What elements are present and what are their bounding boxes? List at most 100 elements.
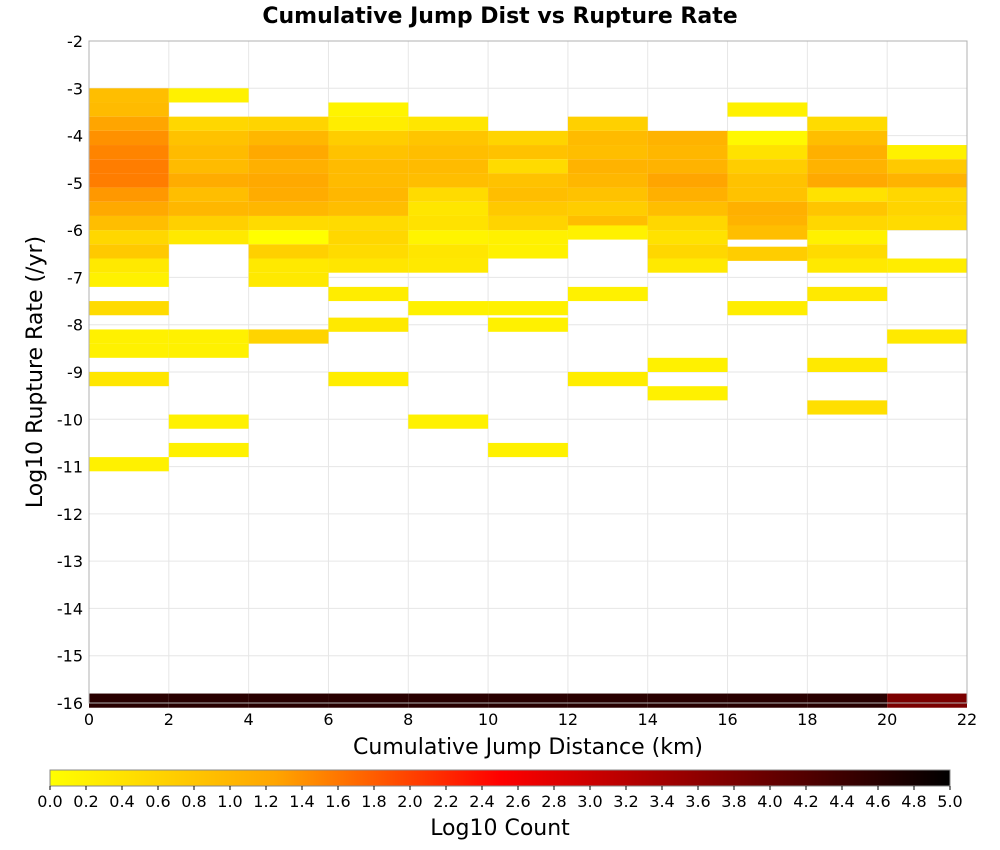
- heatmap-cell: [168, 329, 249, 344]
- colorbar-tick-label: 1.8: [361, 792, 386, 811]
- heatmap-cell: [807, 145, 888, 160]
- heatmap-cell: [408, 145, 489, 160]
- colorbar-tick-label: 4.4: [829, 792, 854, 811]
- colorbar-tick-label: 5.0: [937, 792, 962, 811]
- chart-title: Cumulative Jump Dist vs Rupture Rate: [262, 4, 737, 29]
- heatmap-cell: [408, 187, 489, 202]
- heatmap-cell: [807, 201, 888, 216]
- colorbar-tick-label: 4.2: [793, 792, 818, 811]
- y-axis-label: Log10 Rupture Rate (/yr): [23, 236, 48, 508]
- heatmap-cell: [807, 286, 888, 302]
- heatmap-cell: [567, 201, 648, 216]
- heatmap-cell: [567, 159, 648, 174]
- heatmap-cell: [248, 145, 329, 160]
- heatmap-cell: [248, 230, 329, 245]
- heatmap-cell: [408, 414, 489, 429]
- colorbar-tick-label: 0.4: [109, 792, 134, 811]
- heatmap-cell: [807, 258, 888, 273]
- heatmap-cell: [647, 386, 728, 401]
- x-tick-label: 20: [877, 710, 897, 729]
- heatmap-cell: [89, 201, 169, 216]
- heatmap-cell: [89, 187, 169, 202]
- x-tick-label: 4: [244, 710, 254, 729]
- colorbar-tick-label: 1.2: [253, 792, 278, 811]
- colorbar-tick-label: 2.4: [469, 792, 494, 811]
- heatmap-cell: [89, 145, 169, 160]
- heatmap-cell: [807, 116, 888, 131]
- heatmap-cell: [647, 230, 728, 245]
- heatmap-cell: [887, 693, 967, 708]
- heatmap-cell: [647, 159, 728, 174]
- heatmap-cell: [248, 173, 329, 188]
- heatmap-cell: [647, 258, 728, 273]
- heatmap-cell: [248, 159, 329, 174]
- heatmap-cell: [89, 159, 169, 174]
- y-tick-label: -9: [67, 363, 83, 382]
- heatmap-cells: [89, 88, 967, 708]
- heatmap-cell: [408, 230, 489, 245]
- y-tick-label: -12: [57, 505, 83, 524]
- heatmap-cell: [168, 130, 249, 146]
- heatmap-cell: [89, 215, 169, 231]
- heatmap-cell: [89, 457, 169, 472]
- heatmap-cell: [488, 301, 568, 316]
- colorbar-tick-label: 2.6: [505, 792, 530, 811]
- heatmap-cell: [89, 258, 169, 273]
- heatmap-cell: [328, 145, 409, 160]
- heatmap-cell: [727, 246, 808, 261]
- heatmap-cell: [89, 343, 169, 358]
- x-tick-label: 14: [638, 710, 658, 729]
- heatmap-cell: [168, 693, 249, 708]
- heatmap-cell: [89, 230, 169, 245]
- heatmap-cell: [567, 286, 648, 302]
- heatmap-cell: [727, 225, 808, 240]
- colorbar-tick-label: 2.2: [433, 792, 458, 811]
- heatmap-cell: [727, 187, 808, 202]
- colorbar-tick-label: 3.0: [577, 792, 602, 811]
- colorbar-tick-label: 4.0: [757, 792, 782, 811]
- heatmap-cell: [89, 301, 169, 316]
- heatmap-cell: [89, 130, 169, 146]
- heatmap-cell: [807, 159, 888, 174]
- heatmap-cell: [647, 357, 728, 372]
- heatmap-cell: [408, 693, 489, 708]
- y-tick-label: -15: [57, 647, 83, 666]
- y-tick-label: -16: [57, 694, 83, 713]
- heatmap-cell: [89, 173, 169, 188]
- x-tick-label: 16: [717, 710, 737, 729]
- heatmap-cell: [408, 258, 489, 273]
- heatmap-cell: [408, 201, 489, 216]
- heatmap-cell: [488, 244, 568, 259]
- heatmap-cell: [168, 230, 249, 245]
- heatmap-cell: [887, 329, 967, 344]
- colorbar-tick-label: 3.4: [649, 792, 674, 811]
- heatmap-cell: [328, 159, 409, 174]
- y-tick-label: -11: [57, 458, 83, 477]
- heatmap-cell: [647, 244, 728, 259]
- x-tick-label: 8: [403, 710, 413, 729]
- heatmap-cell: [328, 130, 409, 146]
- heatmap-cell: [488, 215, 568, 231]
- y-tick-label: -6: [67, 221, 83, 240]
- heatmap-cell: [328, 201, 409, 216]
- heatmap-cell: [328, 244, 409, 259]
- heatmap-cell: [168, 414, 249, 429]
- heatmap-cell: [248, 130, 329, 146]
- heatmap-cell: [89, 244, 169, 259]
- heatmap-cell: [567, 372, 648, 387]
- heatmap-cell: [647, 173, 728, 188]
- colorbar-tick-label: 2.8: [541, 792, 566, 811]
- x-tick-label: 18: [797, 710, 817, 729]
- heatmap-cell: [248, 201, 329, 216]
- heatmap-cell: [647, 215, 728, 231]
- x-tick-label: 6: [323, 710, 333, 729]
- y-tick-label: -5: [67, 174, 83, 193]
- heatmap-cell: [89, 372, 169, 387]
- x-axis-label: Cumulative Jump Distance (km): [353, 735, 703, 760]
- heatmap-cell: [168, 215, 249, 231]
- heatmap-cell: [168, 442, 249, 458]
- heatmap-cell: [727, 693, 808, 708]
- colorbar-tick-label: 1.4: [289, 792, 314, 811]
- colorbar-tick-label: 3.6: [685, 792, 710, 811]
- heatmap-cell: [807, 215, 888, 231]
